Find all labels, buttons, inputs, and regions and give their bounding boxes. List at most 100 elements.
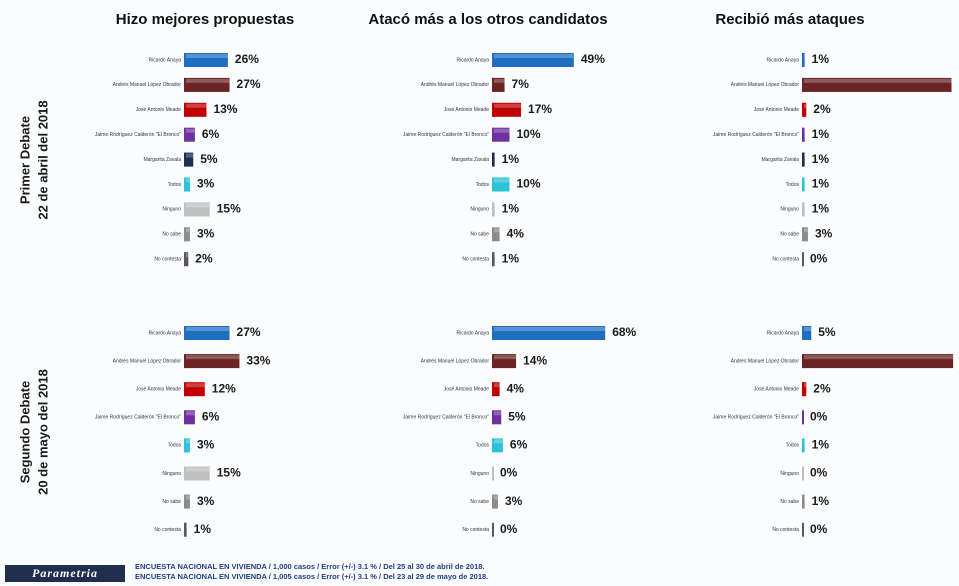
category-label: Jaime Rodríguez Calderón "El Bronco" [403,415,489,421]
value-label: 15% [217,202,241,216]
value-label: 5% [508,409,526,423]
value-label: 6% [202,409,220,423]
bar-highlight [493,411,502,416]
value-label: 1% [812,52,830,66]
bar-highlight [803,383,807,388]
bar-highlight [493,355,517,360]
bar-highlight [803,355,954,360]
category-label: Todos [476,443,490,449]
bar [493,127,510,142]
bar-highlight [493,495,498,500]
category-label: Andrés Manuel López Obrador [421,82,490,88]
bar-highlight [185,103,207,108]
category-label: Jaime Rodríguez Calderón "El Bronco" [713,132,799,138]
category-label: José Antonio Meade [136,107,182,113]
category-label: Andrés Manuel López Obrador [113,82,182,88]
value-label: 33% [246,353,270,367]
value-label: 1% [812,494,830,508]
footer-note: ENCUESTA NACIONAL EN VIVIENDA / 1,000 ca… [135,562,485,571]
category-label: Ricardo Anaya [148,57,181,63]
value-label: 1% [812,127,830,141]
footer-note: ENCUESTA NACIONAL EN VIVIENDA / 1,005 ca… [135,572,488,581]
column-title: Recibió más ataques [715,11,864,28]
bar-highlight [185,467,210,472]
value-label: 2% [813,381,831,395]
bar [185,326,230,340]
value-label: 3% [197,494,215,508]
category-label: José Antonio Meade [444,387,490,393]
category-label: No contesta [462,257,489,263]
bar [185,202,210,217]
value-label: 2% [813,102,831,116]
category-label: No sabe [780,499,799,505]
value-label: 5% [200,152,218,166]
bar-highlight [493,78,505,83]
value-label: 1% [812,438,830,452]
value-label: 17% [528,102,552,116]
bar-highlight [185,383,205,388]
bar [803,354,954,369]
bar [185,227,190,242]
column-title: Atacó más a los otros candidatos [368,11,607,28]
value-label: 3% [197,177,215,191]
category-label: Jaime Rodríguez Calderón "El Bronco" [713,415,799,421]
category-label: Andrés Manuel López Obrador [731,358,800,364]
category-label: No sabe [162,232,181,238]
value-label: 14% [523,353,547,367]
bar-highlight [803,327,812,331]
bar [185,438,190,453]
bar [185,410,195,425]
value-label: 68% [612,325,636,339]
row-title: Primer Debate [17,116,32,204]
value-label: 10% [517,127,541,141]
category-label: Ninguno [470,207,489,213]
value-label: 26% [235,52,259,66]
category-label: Todos [786,182,800,188]
bar [803,77,952,92]
bar [493,227,500,242]
value-label: 3% [815,226,833,240]
bar-highlight [185,355,240,360]
value-label: 6% [202,127,220,141]
bar [493,354,517,369]
bar [493,382,500,397]
category-label: Todos [168,182,182,188]
logo: Parametria [32,566,98,580]
category-label: Ricardo Anaya [456,57,489,63]
category-label: Ninguno [162,207,181,213]
bar [493,177,510,192]
bar [185,252,189,267]
bar [185,177,190,192]
category-label: No contesta [154,527,181,533]
bar-highlight [493,54,574,58]
category-label: Ninguno [162,471,181,477]
bar-highlight [803,78,952,83]
value-label: 7% [512,77,530,91]
bar-highlight [493,439,503,444]
bar [185,127,195,142]
bar [493,102,522,117]
value-label: 12% [212,381,236,395]
bar [185,53,228,67]
value-label: 0% [810,522,828,536]
bar-highlight [185,153,194,158]
value-label: 1% [502,152,520,166]
category-label: Andrés Manuel López Obrador [731,82,800,88]
category-label: No contesta [772,527,799,533]
bar [493,53,574,67]
bar [185,382,205,397]
bar [185,77,230,92]
value-label: 1% [194,522,212,536]
value-label: 3% [197,226,215,240]
bar-highlight [493,228,500,233]
bar-highlight [493,383,500,388]
row-date: 20 de mayo del 2018 [35,369,50,495]
category-label: José Antonio Meade [136,387,182,393]
category-label: No contesta [462,527,489,533]
value-label: 0% [500,522,518,536]
category-label: Margarita Zavala [451,157,489,163]
category-label: Todos [168,443,182,449]
column-title: Hizo mejores propuestas [116,11,294,28]
